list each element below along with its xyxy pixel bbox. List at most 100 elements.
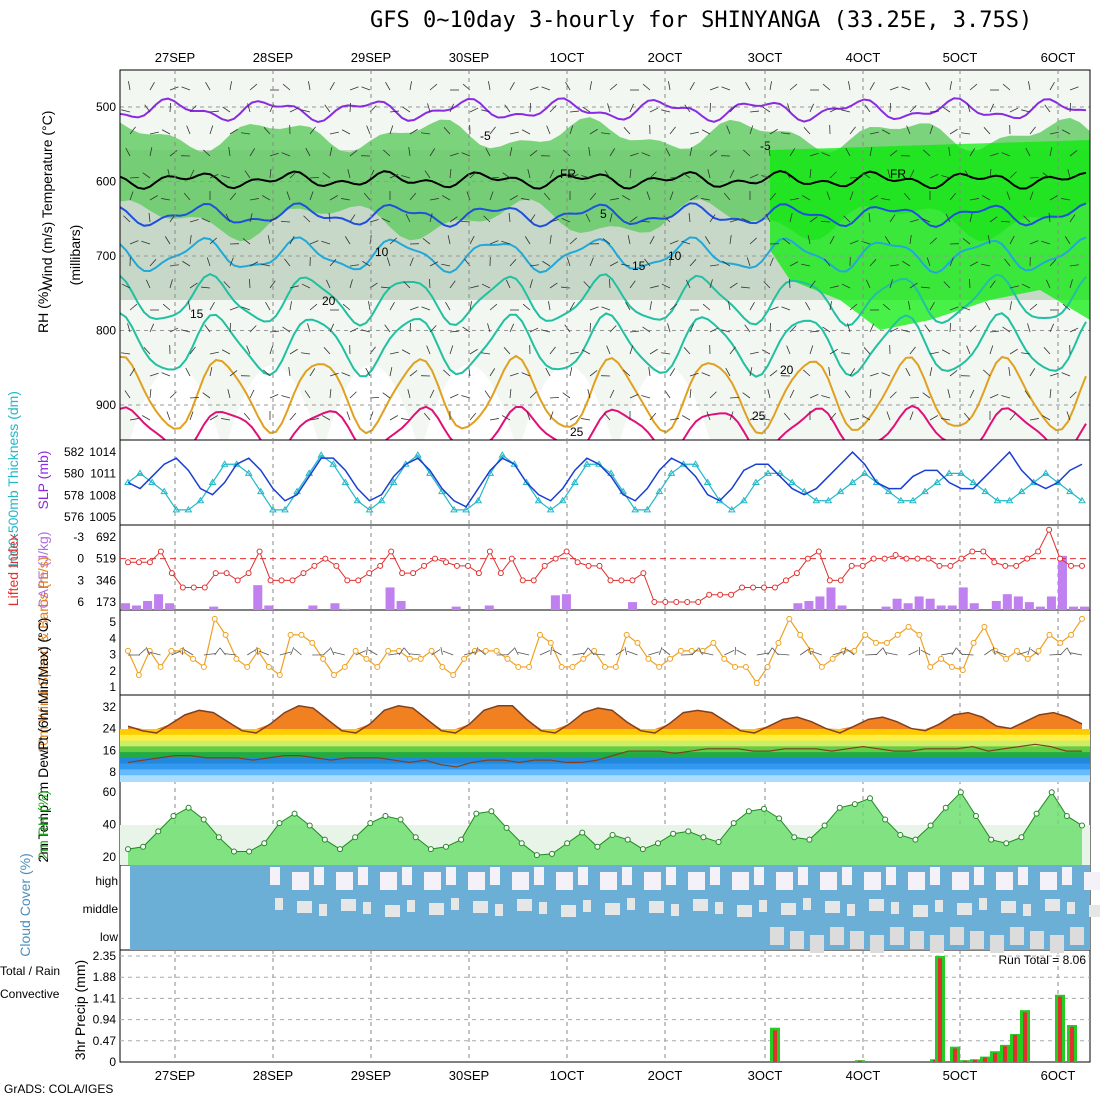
lifted-index-marker xyxy=(245,570,252,577)
upper-air-axis-label: Wind (m/s) Temperature (°C) xyxy=(39,111,55,290)
wind-barb xyxy=(942,106,951,113)
wind-speed-marker xyxy=(677,647,684,654)
wind-barb xyxy=(756,652,769,656)
wind-barb xyxy=(889,264,899,267)
thickness-marker xyxy=(884,487,893,495)
wind-barb xyxy=(503,347,511,355)
wind-barb xyxy=(409,81,412,91)
wind-barb xyxy=(569,173,579,179)
wind-speed-marker xyxy=(873,639,880,646)
panel-frame-wind xyxy=(119,609,1091,696)
wind-barb xyxy=(347,169,351,179)
wind-barb xyxy=(929,302,935,311)
lifted-index-marker xyxy=(256,548,263,555)
lifted-index-marker xyxy=(432,555,439,562)
lifted-index-marker xyxy=(695,599,702,605)
lifted-index-marker xyxy=(750,584,757,591)
wind-barb xyxy=(349,279,353,289)
wind-barb xyxy=(529,264,539,267)
wind-barb xyxy=(541,329,551,333)
rh-marker xyxy=(518,840,525,847)
contour-label: FR xyxy=(890,167,906,181)
wind-barb xyxy=(431,649,441,656)
wind-speed-marker xyxy=(157,663,164,670)
cloud-gap-high xyxy=(710,867,720,885)
thickness-marker xyxy=(703,478,712,485)
wind-speed-marker xyxy=(417,655,424,662)
thickness-marker xyxy=(124,478,132,485)
cloud-gap-low xyxy=(890,927,904,945)
wind-barb xyxy=(368,301,371,311)
wind-speed-marker xyxy=(710,639,717,646)
wind-barb xyxy=(941,349,951,355)
wind-barb xyxy=(669,126,676,135)
wind-barb xyxy=(983,369,991,377)
wind-barb xyxy=(329,82,335,91)
wind-barb xyxy=(346,411,351,421)
wind-barb xyxy=(561,217,571,223)
cape-bar xyxy=(826,587,836,610)
wind-barb xyxy=(941,175,951,179)
wind-barb xyxy=(368,649,378,656)
wind-barb xyxy=(443,369,451,377)
thickness-marker xyxy=(208,478,217,485)
wind-speed-marker xyxy=(428,647,435,654)
wind-barb xyxy=(209,237,217,245)
wind-barb xyxy=(881,129,891,135)
wind-barb xyxy=(129,368,136,377)
wind-speed-marker xyxy=(612,663,619,670)
pressure-tick-label: 900 xyxy=(96,398,116,412)
wind-barb xyxy=(369,219,379,223)
wind-barb xyxy=(864,104,871,113)
lifted-index-marker xyxy=(815,548,822,555)
wind-barb xyxy=(389,237,397,245)
wind-barb xyxy=(1028,81,1031,91)
wind-barb xyxy=(789,213,793,223)
precip-convective-bar xyxy=(983,1057,987,1062)
wind-barb xyxy=(447,235,451,245)
wind-barb xyxy=(909,219,919,223)
wind-barb xyxy=(149,389,152,399)
cloud-gap-high xyxy=(952,872,969,890)
rh-marker xyxy=(927,822,934,829)
wind-barb xyxy=(386,257,391,267)
wind-barb xyxy=(529,214,536,223)
thickness-marker xyxy=(1078,496,1086,504)
lifted-index-marker xyxy=(300,570,307,577)
wind-barb xyxy=(902,260,911,267)
wind-barb xyxy=(398,647,405,656)
wind-barb xyxy=(609,261,619,267)
wind-barb xyxy=(767,389,771,399)
thickness-marker xyxy=(389,478,398,485)
wind-barb xyxy=(648,651,660,656)
wind-barb xyxy=(323,347,331,355)
wind-barb xyxy=(389,415,398,421)
wind-barb xyxy=(587,389,591,399)
cloud-gap-high xyxy=(270,867,280,885)
wind-barb xyxy=(949,128,958,135)
wind-barb xyxy=(381,217,391,223)
wind-barb xyxy=(429,198,439,201)
wind-barb xyxy=(707,169,711,179)
wind-barb xyxy=(469,235,475,245)
wind-barb xyxy=(349,214,356,223)
wind-barb xyxy=(269,169,272,179)
rh-marker xyxy=(670,830,677,837)
wind-barb xyxy=(1001,395,1011,399)
wind-barb xyxy=(832,651,844,656)
wind-barb xyxy=(249,148,256,157)
wind-barb xyxy=(189,219,199,223)
wind-barb xyxy=(1029,368,1036,377)
temperature-axis-label: 2m Temp 2m DewPt (6hr Min/Max) (°C) xyxy=(35,618,51,863)
wind-barb xyxy=(1009,171,1017,179)
wind-barb xyxy=(662,648,671,656)
cloud-gap-middle xyxy=(385,905,400,917)
wind-speed-marker xyxy=(764,663,771,670)
wind-barb xyxy=(209,125,214,135)
wind-barb xyxy=(181,86,191,91)
wind-barb xyxy=(529,86,539,91)
lifted-index-marker xyxy=(201,584,208,591)
cloud-gap-middle xyxy=(1023,904,1031,916)
wind-barb xyxy=(844,390,851,399)
cloud-gap-low xyxy=(1070,927,1084,945)
